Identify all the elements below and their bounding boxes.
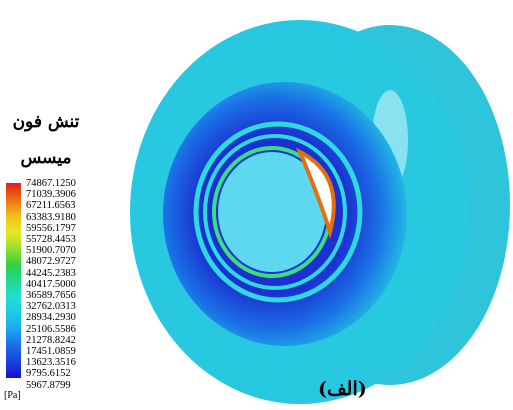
legend-label: 21278.8242 [26,334,76,346]
legend-label: 44245.2383 [26,267,76,279]
legend-label: 40417.5000 [26,278,76,290]
legend-label: 63383.9180 [26,211,76,223]
legend-label: 74867.1250 [26,178,76,189]
unit: [Pa] [4,390,21,401]
color-bar [6,183,21,378]
legend-label: 55728.4453 [26,234,76,246]
caption: (الف) [318,378,367,400]
legend-label: 48072.9727 [26,256,76,268]
title-line: میسس [20,148,72,168]
legend-label: 36589.7656 [26,290,76,302]
legend-label: 9795.6152 [26,368,71,380]
legend-label: 5967.8799 [26,379,71,391]
legend-labels: 74867.1250 71039.3906 67211.6563 63383.9180… [26,178,76,391]
title-line: تنش فون [12,112,80,132]
legend-label: 32762.0313 [26,301,76,313]
ring [193,121,363,303]
legend-label: 28934.2930 [26,312,76,324]
crescent [296,147,336,240]
legend-label: 25106.5586 [26,323,76,335]
legend-label: 51900.7070 [26,245,76,257]
legend-label: 17451.0859 [26,346,76,358]
legend-label: 13623.3516 [26,357,76,369]
hole [218,152,326,272]
legend-label: 59556.1797 [26,222,76,234]
legend-label: 67211.6563 [26,200,76,212]
ring [203,134,347,290]
legend-label: 71039.3906 [26,189,76,201]
